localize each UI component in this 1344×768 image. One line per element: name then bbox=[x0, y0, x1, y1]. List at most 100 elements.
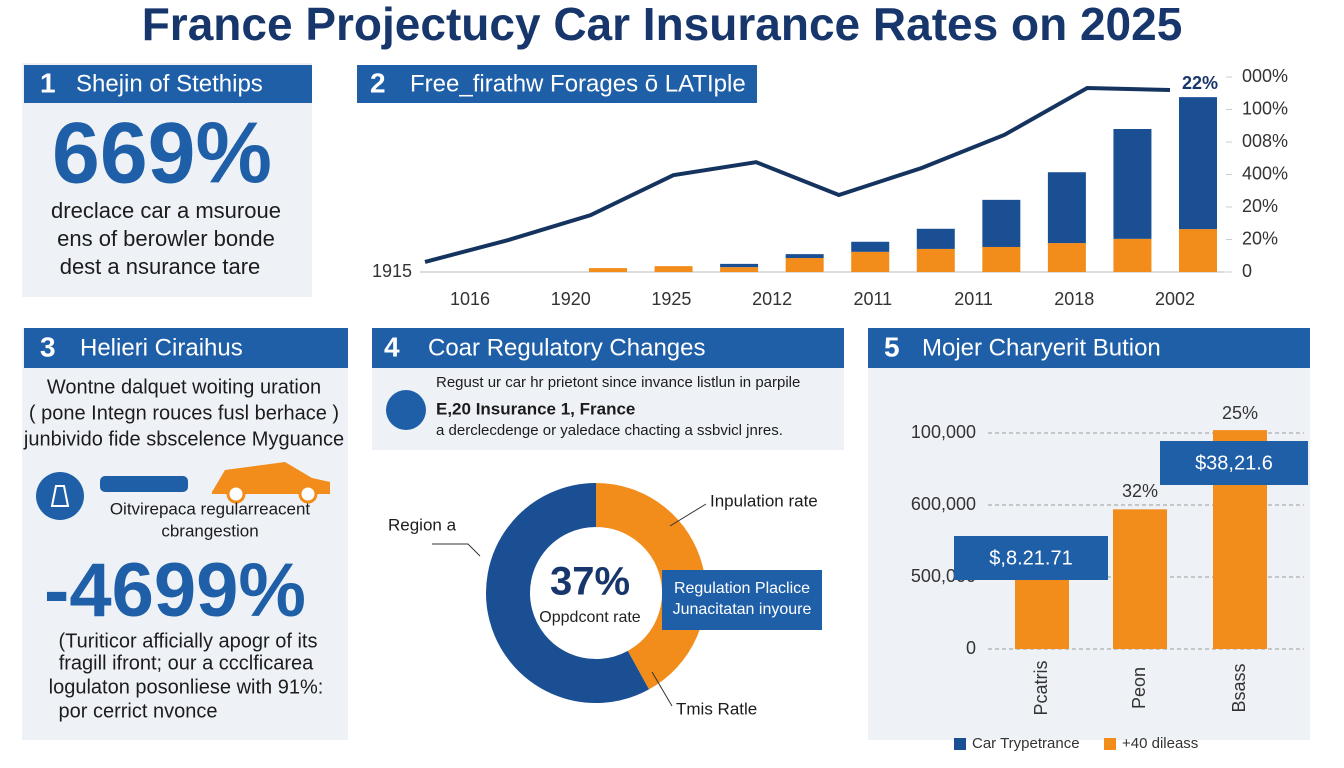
text-line: a derclecdenge or yaledace chacting a ss… bbox=[436, 422, 783, 439]
icon bbox=[100, 476, 188, 492]
value-box bbox=[954, 536, 1108, 580]
car-icon bbox=[212, 462, 330, 494]
donut-center-label: Oppdcont rate bbox=[539, 609, 641, 626]
bar-segment bbox=[785, 258, 824, 272]
text-line: ( pone Integn rouces fusl berhace ) bbox=[29, 402, 339, 424]
bar-segment bbox=[720, 267, 759, 272]
panel-header bbox=[372, 328, 844, 368]
callout-box bbox=[662, 570, 822, 630]
x-tick-label: 2011 bbox=[853, 289, 892, 309]
y-tick-label: 400% bbox=[1242, 163, 1288, 183]
annotation: 22% bbox=[1182, 73, 1218, 93]
panel-heading: Helieri Ciraihus bbox=[80, 334, 243, 361]
x-tick-label: Peon bbox=[1129, 667, 1149, 709]
x-tick-label: 2002 bbox=[1155, 289, 1195, 309]
icon bbox=[36, 472, 84, 520]
car-wheel bbox=[226, 484, 246, 504]
bar-label: 32% bbox=[1122, 481, 1158, 501]
text-line: Wontne dalquet woiting uration bbox=[47, 376, 321, 398]
bar-segment bbox=[1113, 238, 1152, 272]
y-tick-label: 100% bbox=[1242, 98, 1288, 118]
panel-heading: Free_firathw Forages ō LATIple bbox=[410, 70, 746, 97]
bar-segment bbox=[851, 241, 890, 252]
y-tick-label: 0 bbox=[1242, 261, 1252, 281]
bar-segment bbox=[1047, 243, 1086, 272]
x-tick-label: 1925 bbox=[651, 289, 691, 309]
bar-segment bbox=[982, 246, 1021, 272]
panel-number: 1 bbox=[40, 67, 56, 98]
bar-segment bbox=[1179, 229, 1217, 272]
value-box-text: $38,21.6 bbox=[1195, 452, 1273, 474]
caption: Oitvirepaca regularreacent bbox=[110, 499, 311, 518]
text-line: (Turiticor afficially apogr of its bbox=[59, 630, 318, 652]
text-line: Regust ur car hr prietont since invance … bbox=[436, 374, 800, 391]
legend-swatch bbox=[954, 738, 966, 750]
car-wheel bbox=[298, 484, 318, 504]
y-tick-label: 008% bbox=[1242, 131, 1288, 151]
caption: cbrangestion bbox=[161, 521, 258, 540]
panel-header bbox=[868, 328, 1310, 368]
y-tick-label: 20% bbox=[1242, 228, 1278, 248]
panel-number: 3 bbox=[40, 331, 56, 362]
x-tick-label: 1016 bbox=[450, 289, 490, 309]
callout-line bbox=[651, 671, 673, 707]
bar-segment bbox=[1179, 97, 1217, 230]
text-line: ens of berowler bonde bbox=[57, 226, 275, 251]
callout-box-text: Regulation Placlice bbox=[674, 580, 810, 597]
panel-bg bbox=[372, 368, 844, 450]
legend-label: Car Trypetrance bbox=[972, 735, 1080, 752]
bar-segment bbox=[916, 228, 955, 249]
y-tick-label: 0 bbox=[966, 638, 976, 658]
text-line: fragill ifront; our a ccclficarea bbox=[59, 652, 314, 674]
callout: Region a bbox=[388, 515, 457, 534]
bar-segment bbox=[982, 199, 1021, 247]
y-tick-label: 20% bbox=[1242, 196, 1278, 216]
text-line: junbivido fide sbscelence Myguance bbox=[23, 428, 344, 450]
bar bbox=[1113, 509, 1167, 649]
value-box bbox=[1160, 441, 1308, 485]
y-tick-label: 000% bbox=[1242, 66, 1288, 86]
text-line: por cerrict nvonce bbox=[59, 700, 218, 722]
x-tick-label: 2011 bbox=[954, 289, 993, 309]
callout-line bbox=[432, 543, 481, 557]
text-line: E,20 Insurance 1, France bbox=[436, 399, 635, 418]
y-tick-label: 600,000 bbox=[911, 494, 976, 514]
bar-segment bbox=[785, 254, 824, 259]
bar-segment bbox=[720, 263, 759, 268]
x-tick-label: 2018 bbox=[1054, 289, 1094, 309]
x-tick-label: 1920 bbox=[551, 289, 591, 309]
bar-segment bbox=[916, 248, 955, 272]
x-tick-label: Bsass bbox=[1229, 663, 1249, 712]
title: France Projectucy Car Insurance Rates on… bbox=[142, 0, 1183, 50]
panel-bg bbox=[22, 328, 348, 740]
panel-heading: Shejin of Stethips bbox=[76, 70, 263, 97]
bar-segment bbox=[654, 266, 693, 272]
trend-line bbox=[424, 86, 1171, 264]
legend-label: +40 dileass bbox=[1122, 735, 1198, 752]
value-box-text: $,8.21.71 bbox=[989, 547, 1072, 569]
x-tick-label: 2012 bbox=[752, 289, 792, 309]
bar-label: 25% bbox=[1222, 403, 1258, 423]
panel-header bbox=[24, 65, 312, 103]
panel-header bbox=[357, 65, 757, 103]
callout: Tmis Ratle bbox=[676, 699, 757, 718]
panel-number: 4 bbox=[384, 331, 400, 362]
icon bbox=[386, 390, 426, 430]
donut-segment bbox=[486, 483, 649, 703]
y-tick-label: 100,000 bbox=[911, 422, 976, 442]
big-number: -4699% bbox=[44, 548, 306, 633]
x-tick-label: Pcatris bbox=[1031, 660, 1051, 715]
panel-number: 5 bbox=[884, 331, 900, 362]
bar-segment bbox=[589, 268, 627, 272]
bar-segment bbox=[1113, 129, 1152, 239]
panel-header bbox=[24, 328, 348, 368]
bar-segment bbox=[851, 251, 890, 272]
bar-segment bbox=[1047, 172, 1086, 244]
callout-line bbox=[669, 503, 707, 527]
axis-label: 1915 bbox=[372, 261, 412, 281]
text-line: dest a nsurance tare bbox=[60, 254, 261, 279]
text-line: dreclace car a msuroue bbox=[51, 198, 281, 223]
bar bbox=[1015, 579, 1069, 649]
callout: Inpulation rate bbox=[710, 491, 818, 510]
